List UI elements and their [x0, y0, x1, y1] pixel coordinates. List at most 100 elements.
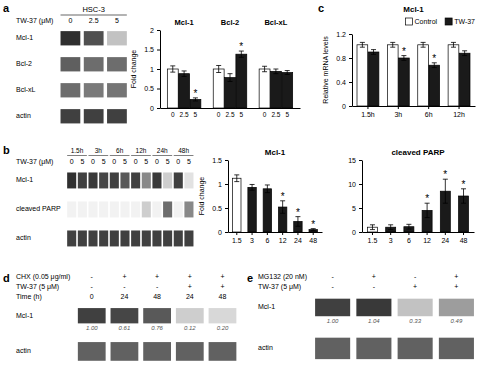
x-axis: 1.536122448: [229, 232, 323, 244]
header-value: +: [122, 273, 126, 280]
band: [142, 201, 151, 217]
y-tick: 0: [352, 229, 362, 236]
row-label: Time (h): [16, 293, 42, 301]
level-label: 0.12: [184, 325, 196, 331]
error-bar: [280, 201, 285, 213]
tick-mark: [445, 232, 446, 235]
bar: [448, 45, 459, 106]
blot: MG132 (20 nM)TW-37 (5 μM)Mcl-1actin-+-+-…: [258, 273, 474, 359]
band-label: cleaved PARP: [16, 205, 61, 212]
tick-label: 6: [265, 237, 269, 244]
header-value: +: [454, 283, 458, 290]
error-bar: [234, 175, 239, 182]
tick-mark: [349, 34, 352, 35]
tick-mark: [408, 232, 409, 235]
tick-mark: [463, 232, 464, 235]
bar: [399, 58, 410, 106]
band: [398, 338, 433, 359]
overline: [152, 155, 172, 156]
tick-label: 0: [342, 103, 346, 110]
band: [78, 342, 106, 361]
band: [61, 109, 81, 123]
bar: [213, 69, 224, 108]
error-bar: [406, 224, 411, 229]
header-value: +: [454, 273, 458, 280]
band: [99, 201, 108, 217]
bar: [270, 71, 281, 108]
header-value: 5: [144, 158, 148, 165]
tick-label: 0: [352, 229, 356, 236]
y-tick: 2: [150, 27, 160, 34]
header-value: -: [373, 283, 376, 290]
band: [61, 83, 81, 97]
bar: [282, 73, 293, 108]
tick-mark: [252, 232, 253, 235]
axis-line: [161, 108, 301, 109]
header-value: -: [156, 283, 159, 290]
bar-label: 0: [217, 111, 221, 118]
header-value: 2.5: [89, 17, 99, 24]
bar: [309, 230, 317, 232]
group-label: 1.5h: [71, 147, 84, 154]
tick-label: 0.4: [336, 79, 346, 86]
band: [176, 342, 204, 361]
bar: [225, 78, 236, 108]
band: [142, 230, 151, 246]
header-value: 24: [186, 293, 194, 300]
x-tick: 48: [309, 232, 317, 244]
band: [99, 230, 108, 246]
error-bar: [421, 42, 426, 47]
bar: [236, 54, 247, 108]
band: [120, 201, 129, 217]
blot: TW-37 (μM)Mcl-1Bcl-2Bcl-xLactinHSC-302.5…: [16, 5, 127, 123]
tick-mark: [428, 106, 429, 109]
axis-line: [228, 161, 229, 233]
header-value: +: [188, 273, 192, 280]
bar-chart: 00.511.520002.52.52.5555Mcl-1Bcl-2Bcl-xL…: [130, 18, 301, 118]
bar: [259, 69, 270, 108]
tick-mark: [157, 108, 160, 109]
band: [152, 230, 161, 246]
tick-mark: [390, 232, 391, 235]
band: [67, 201, 76, 217]
tick-label: 48: [460, 237, 468, 244]
overline: [67, 155, 87, 156]
x-tick: 24: [441, 232, 449, 244]
bar: [167, 69, 178, 108]
header-value: 48: [219, 293, 227, 300]
axis-line: [353, 106, 476, 107]
band: [67, 230, 76, 246]
x-tick: 1.5: [368, 232, 378, 244]
y-tick: 1.5: [144, 46, 160, 53]
band: [143, 342, 171, 361]
y-axis: 051015: [348, 157, 362, 236]
header-value: -: [331, 283, 334, 290]
band: [356, 338, 391, 359]
band: [315, 299, 350, 317]
tick-label: 0.8: [336, 55, 346, 62]
y-axis: 00.511.5: [212, 157, 228, 236]
header-value: 5: [166, 158, 170, 165]
bar: [459, 53, 470, 106]
y-tick: 0.5: [212, 205, 228, 212]
header-value: +: [155, 273, 159, 280]
x-axis: 1.5h3h6h12h: [353, 106, 476, 118]
header-value: -: [91, 283, 94, 290]
level-label: 0.61: [119, 325, 131, 331]
band: [78, 201, 87, 217]
band-label: actin: [16, 347, 31, 354]
band: [143, 308, 171, 323]
error-bar: [451, 42, 456, 47]
significance: *: [443, 169, 447, 180]
significance: *: [432, 53, 436, 64]
band: [111, 342, 139, 361]
header-value: 0: [91, 158, 95, 165]
overline: [110, 155, 130, 156]
y-tick: 1.5: [212, 157, 228, 164]
header-value: 0: [90, 293, 94, 300]
tick-mark: [267, 232, 268, 235]
tick-label: 24: [441, 237, 449, 244]
legend-swatch: [445, 18, 452, 25]
band: [184, 230, 193, 246]
panel-letter: a: [3, 2, 10, 14]
